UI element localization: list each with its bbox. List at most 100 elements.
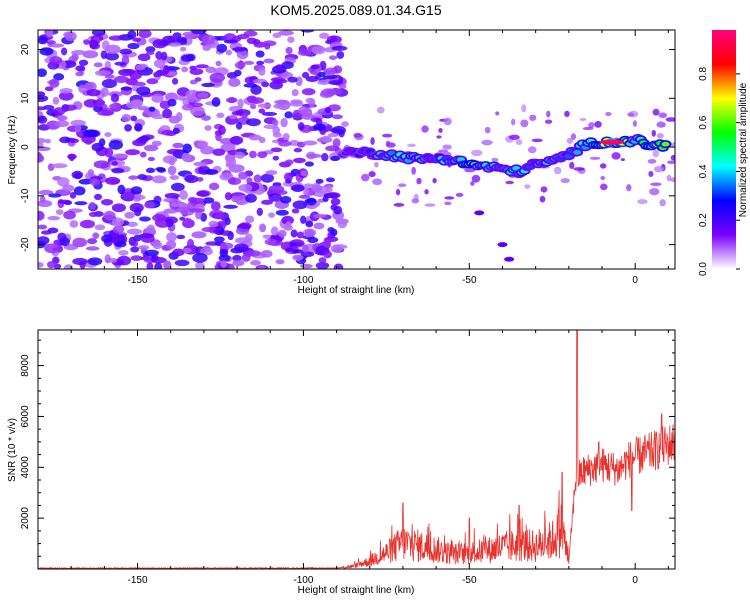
spectrogram-noise-cell [600, 176, 606, 181]
spectrogram-noise-cell [114, 61, 127, 66]
spectrogram-noise-cell [181, 152, 192, 162]
spectrogram-noise-cell [130, 246, 140, 253]
spectrogram-noise-cell [407, 143, 416, 148]
spectrogram-noise-cell [237, 98, 244, 109]
spectrogram-noise-cell [658, 112, 668, 119]
spectrogram-noise-cell [293, 157, 306, 164]
spectrogram-noise-cell [277, 229, 287, 238]
spectrogram-noise-cell [151, 140, 162, 147]
spectrogram-noise-cell [93, 160, 110, 169]
spectrogram-noise-cell [146, 224, 156, 235]
spectrogram-noise-cell [246, 177, 253, 185]
snr-y-tick-label: 4000 [20, 456, 31, 479]
snr-y-label: SNR (10 * v/v) [7, 418, 18, 482]
spectrogram-noise-cell [306, 204, 318, 210]
spectrogram-noise-cell [273, 103, 285, 109]
spectrogram-noise-cell [471, 149, 483, 157]
spectrogram-noise-cell [224, 217, 231, 226]
spectrogram-noise-cell [47, 215, 61, 221]
spectrogram-noise-cell [130, 255, 143, 262]
spectrogram-noise-cell [179, 189, 188, 200]
spectrogram-noise-cell [323, 250, 332, 259]
spectrogram-noise-cell [306, 197, 317, 206]
spectrogram-noise-cell [176, 36, 188, 43]
spectrogram-noise-cell [174, 259, 190, 267]
spectrogram-noise-cell [302, 140, 318, 146]
spectrogram-noise-cell [103, 210, 116, 221]
spectrogram-noise-cell [183, 217, 192, 226]
spectrogram-noise-cell [438, 127, 443, 134]
spectrogram-noise-cell [227, 177, 242, 185]
spectrogram-noise-cell [253, 174, 262, 183]
spectrogram-noise-cell [75, 65, 86, 72]
snr-y-tick-label: 2000 [20, 507, 31, 530]
spectrogram-noise-cell [112, 153, 129, 159]
spectrogram-signal-blob [504, 256, 515, 262]
spectrogram-y-tick-label: -20 [20, 237, 31, 252]
spectrogram-noise-cell [60, 47, 68, 56]
spectrogram-noise-cell [88, 202, 96, 210]
spectrogram-noise-cell [124, 211, 135, 219]
colorbar-tick-label: 0.6 [698, 115, 709, 129]
spectrogram-noise-cell [281, 61, 294, 69]
spectrogram-noise-cell [38, 146, 51, 151]
spectrogram-noise-cell [120, 86, 133, 91]
spectrogram-noise-cell [205, 66, 217, 74]
spectrogram-noise-cell [671, 142, 675, 148]
spectrogram-noise-cell [130, 186, 143, 195]
spectrogram-noise-cell [38, 189, 54, 196]
spectrogram-noise-cell [229, 135, 244, 145]
spectrogram-noise-cell [163, 197, 178, 203]
spectrogram-noise-cell [270, 226, 279, 236]
spectrogram-noise-cell [424, 203, 436, 207]
spectrogram-noise-cell [89, 39, 99, 49]
spectrogram-noise-cell [442, 144, 452, 150]
spectrogram-noise-cell [129, 202, 144, 213]
spectrogram-noise-cell [666, 174, 672, 182]
spectrogram-noise-cell [491, 157, 499, 162]
spectrogram-noise-cell [648, 170, 654, 177]
spectrogram-noise-cell [328, 80, 343, 86]
spectrogram-noise-cell [278, 30, 294, 36]
spectrogram-noise-cell [361, 173, 370, 182]
spectrogram-noise-cell [171, 182, 185, 192]
spectrogram-signal-blob [474, 210, 485, 216]
spectrogram-noise-cell [132, 37, 142, 42]
spectrogram-noise-cell [111, 161, 119, 166]
spectrogram-noise-cell [155, 51, 163, 60]
spectrogram-noise-cell [421, 125, 429, 133]
snr-series-line [38, 330, 675, 569]
spectrogram-x-tick-label: -50 [462, 275, 477, 286]
spectrogram-noise-cell [94, 70, 111, 77]
colorbar-tick-label: 0.2 [698, 213, 709, 227]
spectrogram-noise-cell [38, 210, 45, 221]
spectrogram-noise-cell [325, 185, 333, 193]
spectrogram-noise-cell [317, 71, 326, 78]
spectrogram-noise-cell [238, 184, 253, 192]
spectrogram-noise-cell [201, 82, 215, 88]
spectrogram-noise-cell [436, 135, 442, 139]
spectrogram-noise-cell [78, 59, 89, 66]
spectrogram-noise-cell [127, 42, 140, 50]
spectrogram-noise-cell [209, 72, 226, 83]
snr-plot-area [38, 330, 675, 569]
spectrogram-noise-cell [225, 97, 238, 103]
chart-title: KOM5.2025.089.01.34.G15 [270, 2, 442, 18]
spectrogram-noise-cell [128, 175, 139, 180]
spectrogram-plot-area [38, 30, 675, 269]
spectrogram-noise-cell [331, 45, 348, 51]
spectrogram-noise-cell [191, 231, 207, 239]
spectrogram-noise-cell [204, 125, 212, 131]
spectrogram-noise-cell [658, 121, 663, 127]
spectrogram-noise-cell [54, 120, 70, 128]
spectrogram-noise-cell [300, 30, 315, 33]
spectrogram-noise-cell [86, 88, 101, 97]
spectrogram-noise-cell [216, 43, 228, 53]
spectrogram-noise-cell [268, 212, 275, 218]
spectrogram-noise-cell [258, 67, 266, 76]
spectrogram-noise-cell [225, 157, 237, 167]
spectrogram-noise-cell [223, 39, 239, 44]
spectrogram-noise-cell [166, 239, 177, 250]
spectrogram-noise-cell [169, 175, 180, 180]
